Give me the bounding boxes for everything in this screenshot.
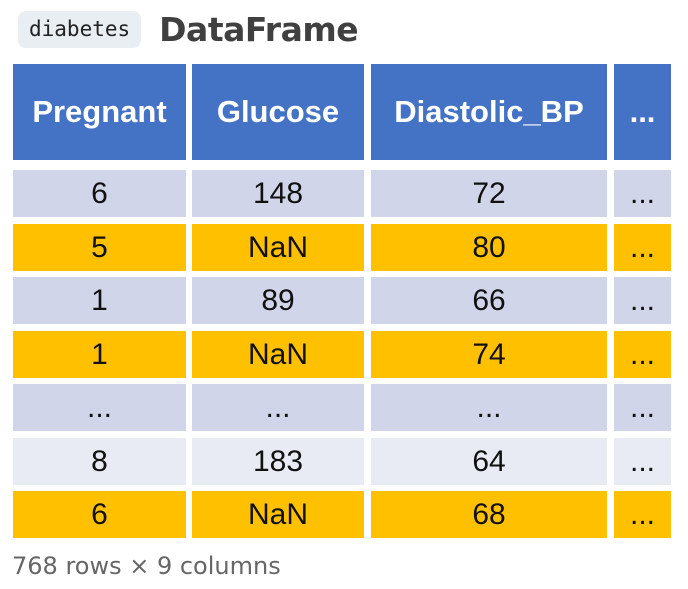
column-header: Glucose — [192, 64, 364, 160]
table-cell: 80 — [371, 224, 607, 271]
table-cell: 183 — [192, 438, 364, 485]
table-cell: 68 — [371, 491, 607, 538]
table-cell: 89 — [192, 277, 364, 324]
table-cell: 64 — [371, 438, 607, 485]
table-cell: NaN — [192, 224, 364, 271]
column-header: Diastolic_BP — [371, 64, 607, 160]
table-cell: ... — [13, 384, 186, 431]
table-cell: NaN — [192, 331, 364, 378]
table-cell: 1 — [13, 277, 186, 324]
table-cell: 6 — [13, 491, 186, 538]
table-cell: ... — [371, 384, 607, 431]
column-header: ... — [614, 64, 671, 160]
row-column-summary: 768 rows × 9 columns — [12, 552, 281, 580]
table-cell: 8 — [13, 438, 186, 485]
column-header: Pregnant — [13, 64, 186, 160]
table-cell: ... — [192, 384, 364, 431]
table-cell: ... — [614, 384, 671, 431]
table-cell: 72 — [371, 170, 607, 217]
table-cell: ... — [614, 331, 671, 378]
table-cell: 148 — [192, 170, 364, 217]
dataframe-title-row: diabetes DataFrame — [18, 4, 359, 54]
table-cell: 5 — [13, 224, 186, 271]
table-cell: 74 — [371, 331, 607, 378]
dataframe-title: DataFrame — [159, 9, 359, 49]
variable-name-badge: diabetes — [18, 10, 142, 48]
table-cell: NaN — [192, 491, 364, 538]
table-cell: ... — [614, 170, 671, 217]
table-cell: ... — [614, 491, 671, 538]
table-cell: ... — [614, 224, 671, 271]
table-cell: 66 — [371, 277, 607, 324]
table-cell: ... — [614, 438, 671, 485]
table-cell: ... — [614, 277, 671, 324]
table-cell: 1 — [13, 331, 186, 378]
table-cell: 6 — [13, 170, 186, 217]
